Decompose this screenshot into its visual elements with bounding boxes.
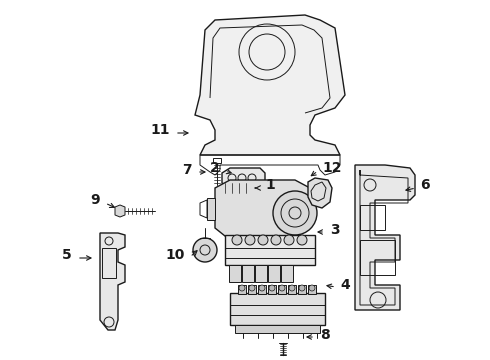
Polygon shape	[258, 285, 266, 294]
Polygon shape	[222, 168, 265, 188]
Bar	[102, 248, 116, 278]
Polygon shape	[288, 285, 296, 294]
Polygon shape	[278, 285, 286, 294]
Circle shape	[258, 235, 268, 245]
Circle shape	[193, 238, 217, 262]
Text: 12: 12	[322, 161, 342, 175]
Polygon shape	[281, 265, 293, 282]
Text: 9: 9	[90, 193, 100, 207]
Text: 7: 7	[182, 163, 192, 177]
Polygon shape	[238, 285, 246, 294]
Text: 3: 3	[330, 223, 340, 237]
Polygon shape	[235, 325, 320, 333]
Polygon shape	[195, 15, 345, 155]
Circle shape	[232, 235, 242, 245]
Text: 1: 1	[265, 178, 275, 192]
Circle shape	[245, 235, 255, 245]
Text: 5: 5	[62, 248, 72, 262]
Text: 6: 6	[420, 178, 430, 192]
Text: 4: 4	[340, 278, 350, 292]
Polygon shape	[207, 198, 215, 220]
Polygon shape	[308, 178, 332, 208]
Polygon shape	[298, 285, 306, 294]
Polygon shape	[215, 180, 310, 240]
Circle shape	[284, 235, 294, 245]
Circle shape	[279, 285, 285, 291]
Circle shape	[289, 285, 295, 291]
Bar	[360, 240, 395, 275]
Text: 2: 2	[210, 161, 220, 175]
Bar	[360, 205, 385, 230]
Polygon shape	[225, 235, 315, 265]
Polygon shape	[100, 233, 125, 330]
Circle shape	[299, 285, 305, 291]
Text: 8: 8	[320, 328, 330, 342]
Text: 11: 11	[150, 123, 170, 137]
Circle shape	[297, 235, 307, 245]
Polygon shape	[268, 285, 276, 294]
Circle shape	[259, 285, 265, 291]
Circle shape	[271, 235, 281, 245]
Polygon shape	[115, 205, 125, 217]
Polygon shape	[230, 293, 325, 325]
Circle shape	[309, 285, 315, 291]
Polygon shape	[255, 265, 267, 282]
Circle shape	[249, 285, 255, 291]
Polygon shape	[229, 265, 241, 282]
Bar	[213, 158, 221, 163]
Circle shape	[269, 285, 275, 291]
Polygon shape	[355, 165, 415, 310]
Polygon shape	[308, 285, 316, 294]
Text: 10: 10	[166, 248, 185, 262]
Circle shape	[239, 285, 245, 291]
Polygon shape	[242, 265, 254, 282]
Polygon shape	[248, 285, 256, 294]
Polygon shape	[268, 265, 280, 282]
Circle shape	[273, 191, 317, 235]
